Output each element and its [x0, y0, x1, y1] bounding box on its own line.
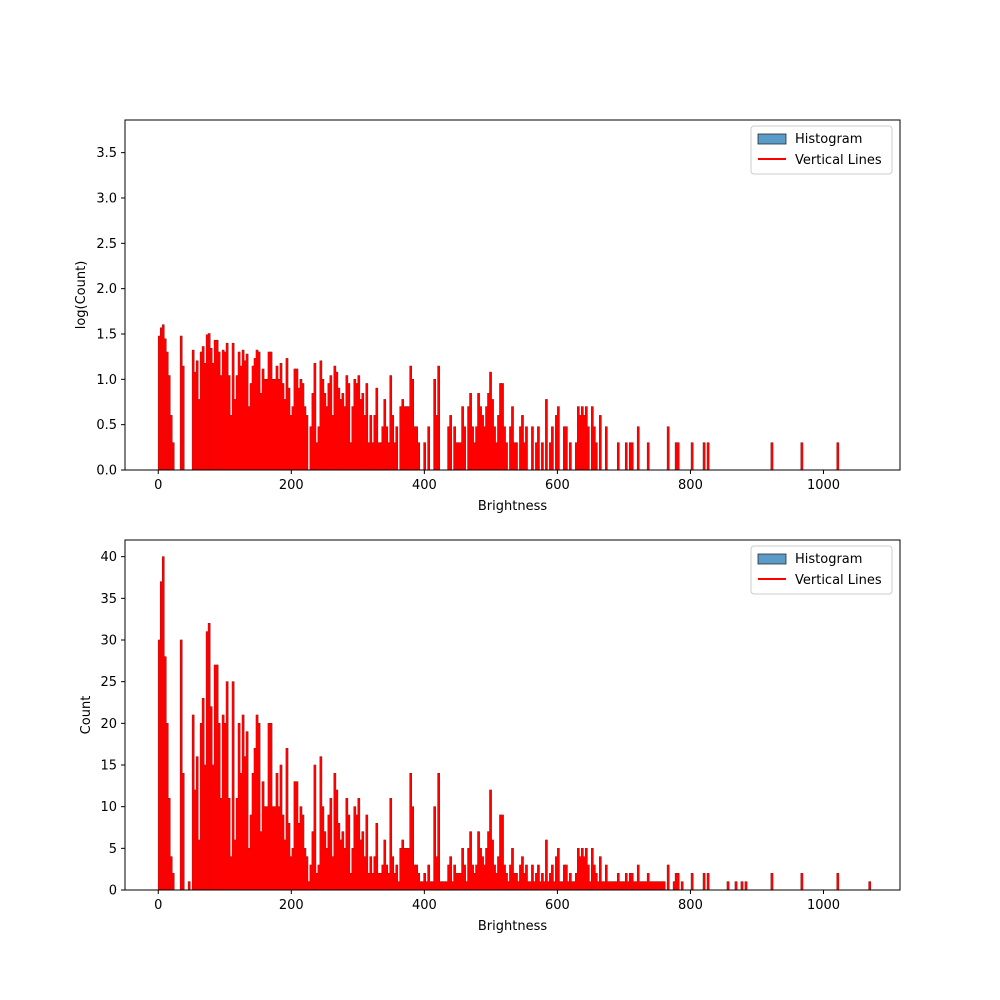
count-subplot: 0 200 400 600 800 1000 0 5 10 15 20 25 30 35 40 Brigh…	[79, 539, 901, 934]
x-tick-label: 600	[545, 478, 570, 493]
y-tick-label: 2.5	[96, 237, 117, 252]
legend-label-histogram: Histogram	[795, 132, 862, 147]
y-tick-label: 25	[100, 675, 117, 690]
axes-frame	[124, 539, 901, 891]
x-axis-ticks: 0 200 400 600 800 1000	[154, 890, 840, 913]
legend-label-vertical-lines: Vertical Lines	[795, 153, 882, 168]
x-tick-label: 0	[154, 478, 162, 493]
x-tick-label: 1000	[807, 478, 840, 493]
x-tick-label: 600	[545, 898, 570, 913]
y-tick-label: 15	[100, 759, 117, 774]
y-axis-label: log(Count)	[74, 261, 89, 330]
x-axis-label: Brightness	[478, 499, 547, 514]
x-tick-label: 400	[412, 898, 437, 913]
x-tick-label: 800	[678, 478, 703, 493]
x-axis-label: Brightness	[478, 919, 547, 934]
y-tick-label: 3.5	[96, 146, 117, 161]
log-count-subplot: 0 200 400 600 800 1000 0.0 0.5 1.0 1.5 2.0 2.5 3.0 3…	[74, 119, 901, 514]
histogram-legend-patch	[757, 133, 787, 145]
y-tick-label: 40	[100, 550, 117, 565]
y-tick-label: 20	[100, 717, 117, 732]
y-tick-label: 0.5	[96, 418, 117, 433]
y-tick-label: 1.5	[96, 327, 117, 342]
legend: Histogram Vertical Lines	[750, 545, 893, 595]
y-tick-label: 0	[109, 884, 117, 899]
y-axis-label: Count	[79, 696, 94, 735]
x-tick-label: 1000	[807, 898, 840, 913]
y-axis-ticks: 0.0 0.5 1.0 1.5 2.0 2.5 3.0 3.5	[96, 146, 125, 479]
y-tick-label: 35	[100, 592, 117, 607]
x-tick-label: 200	[279, 898, 304, 913]
x-tick-label: 800	[678, 898, 703, 913]
legend-label-vertical-lines: Vertical Lines	[795, 573, 882, 588]
legend: Histogram Vertical Lines	[750, 125, 893, 175]
y-tick-label: 3.0	[96, 191, 117, 206]
vertical-lines	[158, 556, 871, 890]
histogram-legend-patch	[757, 553, 787, 565]
y-tick-label: 2.0	[96, 282, 117, 297]
y-tick-label: 1.0	[96, 373, 117, 388]
x-tick-label: 400	[412, 478, 437, 493]
y-tick-label: 30	[100, 634, 117, 649]
y-axis-ticks: 0 5 10 15 20 25 30 35 40	[100, 550, 125, 899]
x-tick-label: 200	[279, 478, 304, 493]
y-tick-label: 5	[109, 842, 117, 857]
x-axis-ticks: 0 200 400 600 800 1000	[154, 470, 840, 493]
y-tick-label: 10	[100, 800, 117, 815]
legend-label-histogram: Histogram	[795, 552, 862, 567]
vertical-lines	[158, 324, 839, 470]
y-tick-label: 0.0	[96, 464, 117, 479]
axes-frame	[124, 119, 901, 471]
x-tick-label: 0	[154, 898, 162, 913]
